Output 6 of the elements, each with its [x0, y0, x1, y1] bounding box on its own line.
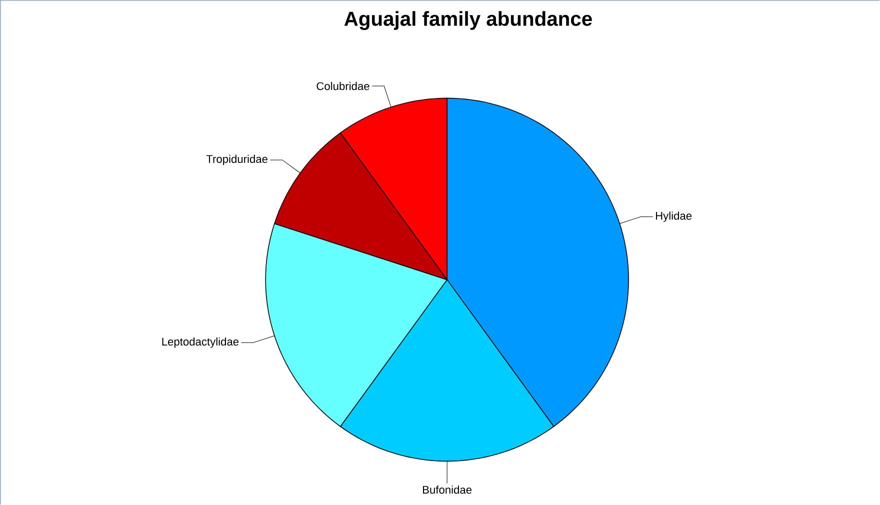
chart-title: Aguajal family abundance	[344, 11, 592, 30]
slice-label: Colubridae	[316, 82, 370, 90]
slice-label: Leptodactylidae	[162, 337, 239, 348]
slice-label: Tropiduridae	[206, 154, 268, 166]
slice-label: Hylidae	[656, 212, 692, 222]
slice-label: Bufonidae	[423, 486, 472, 494]
